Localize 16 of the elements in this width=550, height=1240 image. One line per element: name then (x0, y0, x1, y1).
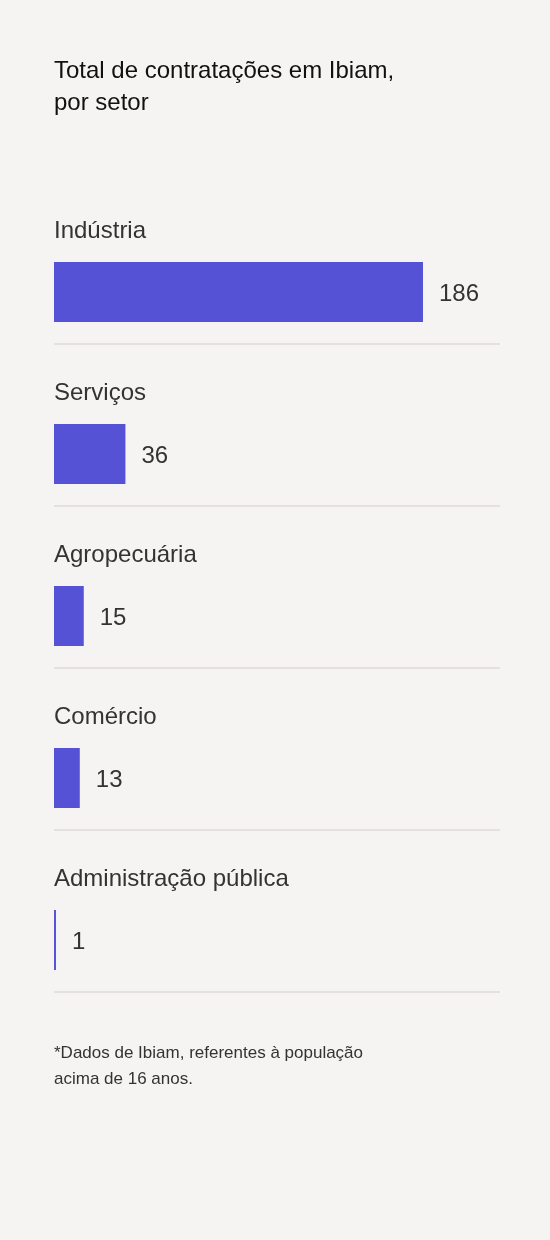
bar (54, 424, 126, 484)
data-label: 13 (95, 764, 123, 792)
bar (54, 748, 80, 808)
y-tick-label: Administração pública (54, 864, 290, 891)
chart-title: Total de contratações em Ibiam, por setor (54, 56, 395, 115)
y-tick-label: Comércio (54, 702, 157, 729)
y-tick-label: Indústria (54, 216, 147, 243)
data-label: 36 (141, 440, 169, 468)
data-label: 1 (71, 926, 86, 954)
bar (54, 262, 423, 322)
y-tick-label: Agropecuária (54, 540, 198, 567)
data-label: 186 (439, 278, 480, 306)
bar (54, 586, 84, 646)
y-tick-label: Serviços (54, 378, 147, 405)
text: *Dados de Ibiam, referentes à população acima de 16 anos. (54, 1043, 364, 1088)
data-label: 15 (99, 602, 127, 630)
